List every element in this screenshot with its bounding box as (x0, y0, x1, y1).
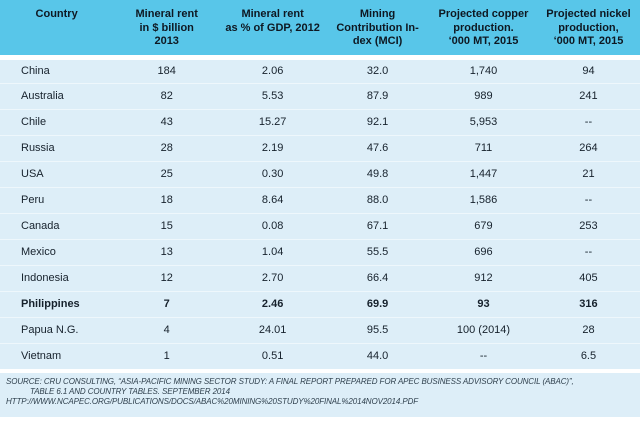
column-header-3: Mineral rent as % of GDP, 2012 (220, 0, 326, 60)
table-row: Philippines 7 2.46 69.9 93 316 (0, 291, 640, 318)
country-cell: Russia (0, 135, 114, 162)
value-cell: 405 (536, 265, 640, 292)
value-cell: 15.27 (220, 109, 326, 136)
table-row: Papua N.G. 4 24.01 95.5 100 (2014) 28 (0, 317, 640, 344)
country-cell: Canada (0, 213, 114, 240)
value-cell: 5.53 (220, 83, 326, 110)
value-cell: -- (536, 187, 640, 214)
country-cell: Chile (0, 109, 114, 136)
value-cell: 316 (536, 291, 640, 318)
value-cell: 88.0 (325, 187, 431, 214)
value-cell: 4 (113, 317, 221, 344)
country-cell: Indonesia (0, 265, 114, 292)
country-cell: Philippines (0, 291, 114, 318)
table-header-row: Country Mineral rent in $ billion 2013 Min… (0, 0, 640, 60)
value-cell: 8.64 (220, 187, 326, 214)
value-cell: 184 (113, 57, 221, 84)
value-cell: 6.5 (536, 343, 640, 369)
value-cell: 28 (536, 317, 640, 344)
value-cell: 44.0 (325, 343, 431, 369)
value-cell: 0.30 (220, 161, 326, 188)
value-cell: 696 (430, 239, 537, 266)
country-cell: USA (0, 161, 114, 188)
value-cell: 1,740 (430, 57, 537, 84)
value-cell: 69.9 (325, 291, 431, 318)
value-cell: 94 (536, 57, 640, 84)
source-line-2: TABLE 6.1 AND COUNTRY TABLES. SEPTEMBER … (30, 387, 230, 396)
value-cell: 5,953 (430, 109, 537, 136)
value-cell: 95.5 (325, 317, 431, 344)
column-header-4: Mining Contribution In- dex (MCI) (325, 0, 431, 60)
table-row: Peru 18 8.64 88.0 1,586 -- (0, 187, 640, 214)
value-cell: 15 (113, 213, 221, 240)
value-cell: 241 (536, 83, 640, 110)
country-cell: Vietnam (0, 343, 114, 369)
value-cell: 253 (536, 213, 640, 240)
value-cell: 28 (113, 135, 221, 162)
value-cell: 2.70 (220, 265, 326, 292)
value-cell: 21 (536, 161, 640, 188)
value-cell: 264 (536, 135, 640, 162)
value-cell: 43 (113, 109, 221, 136)
table-row: Chile 43 15.27 92.1 5,953 -- (0, 109, 640, 136)
table-row: Russia 28 2.19 47.6 711 264 (0, 135, 640, 162)
column-header-1: Country (0, 0, 114, 60)
value-cell: 100 (2014) (430, 317, 537, 344)
table-row: Indonesia 12 2.70 66.4 912 405 (0, 265, 640, 292)
value-cell: 1 (113, 343, 221, 369)
country-cell: Peru (0, 187, 114, 214)
value-cell: 1,586 (430, 187, 537, 214)
value-cell: 66.4 (325, 265, 431, 292)
value-cell: 25 (113, 161, 221, 188)
value-cell: 0.51 (220, 343, 326, 369)
column-header-2: Mineral rent in $ billion 2013 (113, 0, 221, 60)
value-cell: 2.19 (220, 135, 326, 162)
value-cell: 1,447 (430, 161, 537, 188)
table-row: China 184 2.06 32.0 1,740 94 (0, 57, 640, 84)
value-cell: 12 (113, 265, 221, 292)
column-header-5: Projected copper production. ‘000 MT, 20… (430, 0, 537, 60)
value-cell: 18 (113, 187, 221, 214)
value-cell: 711 (430, 135, 537, 162)
value-cell: 0.08 (220, 213, 326, 240)
value-cell: 93 (430, 291, 537, 318)
country-cell: China (0, 57, 114, 84)
value-cell: 13 (113, 239, 221, 266)
value-cell: 92.1 (325, 109, 431, 136)
value-cell: 679 (430, 213, 537, 240)
value-cell: 82 (113, 83, 221, 110)
value-cell: 49.8 (325, 161, 431, 188)
value-cell: 7 (113, 291, 221, 318)
table-row: Vietnam 1 0.51 44.0 -- 6.5 (0, 343, 640, 369)
value-cell: 2.06 (220, 57, 326, 84)
value-cell: 32.0 (325, 57, 431, 84)
value-cell: 87.9 (325, 83, 431, 110)
country-cell: Australia (0, 83, 114, 110)
country-cell: Mexico (0, 239, 114, 266)
mining-statistics-table: Country Mineral rent in $ billion 2013 Min… (0, 0, 640, 369)
source-note: SOURCE: CRU CONSULTING, “ASIA-PACIFIC MI… (0, 373, 640, 417)
table-row: USA 25 0.30 49.8 1,447 21 (0, 161, 640, 188)
value-cell: -- (536, 239, 640, 266)
column-header-6: Projected nickel production, ‘000 MT, 20… (536, 0, 640, 60)
value-cell: 2.46 (220, 291, 326, 318)
value-cell: 47.6 (325, 135, 431, 162)
source-line-1: SOURCE: CRU CONSULTING, “ASIA-PACIFIC MI… (6, 377, 574, 386)
country-cell: Papua N.G. (0, 317, 114, 344)
value-cell: 24.01 (220, 317, 326, 344)
value-cell: 67.1 (325, 213, 431, 240)
value-cell: 912 (430, 265, 537, 292)
value-cell: -- (536, 109, 640, 136)
value-cell: 1.04 (220, 239, 326, 266)
source-url: HTTP://WWW.NCAPEC.ORG/PUBLICATIONS/DOCS/… (6, 397, 419, 406)
value-cell: 989 (430, 83, 537, 110)
value-cell: 55.5 (325, 239, 431, 266)
value-cell: -- (430, 343, 537, 369)
table-row: Canada 15 0.08 67.1 679 253 (0, 213, 640, 240)
table-row: Australia 82 5.53 87.9 989 241 (0, 83, 640, 110)
table-row: Mexico 13 1.04 55.5 696 -- (0, 239, 640, 266)
